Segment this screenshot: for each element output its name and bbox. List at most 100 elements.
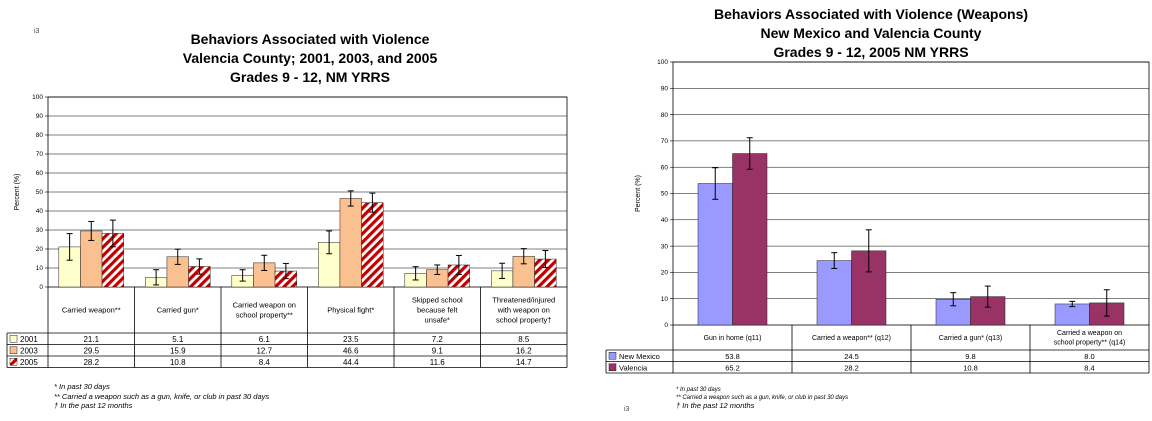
y-tick-label: 0 [39,284,43,291]
y-tick-label: 0 [664,322,668,329]
right-bar-chart: 0 10 20 30 40 50 60 70 80 90 100 Percent (%) Gun in … [605,59,1150,374]
data-label: 44.4 [343,358,359,367]
y-tick-label: 80 [661,112,669,119]
y-tick-label: 90 [661,86,669,93]
footnote: * In past 30 days [676,387,721,393]
category-label: Gun in home (q11) [704,335,762,342]
category-label: because felt [417,306,458,315]
data-label: 8.4 [1084,363,1094,372]
legend-label: 2005 [20,358,38,367]
y-tick-label: 50 [661,191,669,198]
data-label: 9.8 [965,352,975,361]
bar [732,153,768,326]
category-label: Carried weapon on [233,301,296,310]
legend-key [608,363,617,371]
footnote: * In past 30 days [54,382,110,391]
y-tick-label: 40 [661,217,669,224]
data-label: 7.2 [432,335,444,344]
footnote: ** Carried a weapon such as a gun, knife… [54,391,270,401]
y-tick-label: 80 [36,132,44,139]
right-chart-panel: i3 Behaviors Associated with Violence (W… [576,0,1152,421]
y-axis-label: Percent (%) [635,175,642,212]
y-tick-label: 90 [36,113,44,120]
category-label: school property** [236,311,293,320]
data-label: 8.4 [259,358,271,367]
y-tick-label: 10 [36,265,44,272]
footnotes: * In past 30 days ** Carried a weapon su… [676,386,848,410]
data-label: 24.5 [844,352,859,361]
category-label: Skipped school [412,296,463,305]
data-label: 65.2 [725,363,740,372]
legend-key [9,346,18,354]
y-tick-label: 10 [661,296,669,303]
legend-key [9,335,18,343]
category-label: Carried a weapon on [1057,330,1122,337]
data-label: 29.5 [83,346,99,355]
bar [1054,303,1090,326]
data-label: 14.7 [516,358,532,367]
legend-label: Valencia [619,363,648,372]
footnote: ** Carried a weapon such as a gun, knife… [676,395,849,401]
category-label: school property** (q14) [1054,340,1126,347]
y-tick-label: 100 [657,59,668,66]
data-label: 28.2 [844,363,859,372]
legend-label: 2003 [20,346,38,355]
bar [339,198,362,288]
category-label: Carried weapon** [62,306,121,315]
chart-title: Behaviors Associated with Violence Valen… [100,30,520,87]
category-label: Carried a weapon** (q12) [812,335,891,342]
chart-title: Behaviors Associated with Violence (Weap… [636,5,1106,62]
y-tick-label: 70 [36,151,44,158]
left-bar-chart: 0 10 20 30 40 50 60 70 80 90 100 Percent (%) Carried… [6,94,568,368]
y-tick-label: 60 [661,164,669,171]
data-label: 16.2 [516,346,532,355]
legend-label: 2001 [20,335,38,344]
page-mark: i3 [34,28,40,35]
left-chart-panel: i3 Behaviors Associated with Violence Va… [6,28,568,411]
data-label: 53.8 [725,352,740,361]
y-tick-label: 50 [36,189,44,196]
data-label: 9.1 [432,346,444,355]
category-label: Carried a gun* (q13) [939,335,1002,342]
category-label: Carried gun* [157,306,199,315]
data-label: 23.5 [343,335,359,344]
category-label: Physical fight* [327,306,374,315]
footnote: † In the past 12 months [676,401,755,410]
chart-title-line: Behaviors Associated with Violence [190,31,430,47]
data-label: 8.5 [518,335,530,344]
bar [816,260,852,326]
bar [851,250,887,326]
data-label: 10.8 [963,363,978,372]
y-tick-label: 70 [661,138,669,145]
category-label: with weapon on [497,306,550,315]
category-label: school property† [496,316,551,325]
y-tick-label: 30 [661,243,669,250]
data-label: 11.6 [430,358,446,367]
chart-title-line: Grades 9 - 12, NM YRRS [229,69,391,85]
data-label: 15.9 [170,346,186,355]
y-tick-label: 30 [36,227,44,234]
data-label: 10.8 [170,358,186,367]
chart-title-line: Behaviors Associated with Violence (Weap… [713,6,1029,22]
legend-key [9,358,18,366]
data-label: 21.1 [83,335,99,344]
bar [361,202,384,288]
page-mark: i3 [624,406,630,413]
data-label: 46.6 [343,346,359,355]
category-label: Threatened/injured [492,296,555,305]
footnotes: * In past 30 days ** Carried a weapon su… [54,382,269,411]
data-label: 6.1 [259,335,271,344]
data-label: 12.7 [256,346,272,355]
data-label: 28.2 [83,358,99,367]
legend-key [608,352,617,360]
data-label: 5.1 [172,335,184,344]
y-tick-label: 20 [36,246,44,253]
chart-title-line: Valencia County; 2001, 2003, and 2005 [182,50,438,66]
y-tick-label: 60 [36,170,44,177]
y-tick-label: 40 [36,208,44,215]
data-label: 8.0 [1084,352,1094,361]
legend-label: New Mexico [619,352,660,361]
chart-title-line: Grades 9 - 12, 2005 NM YRRS [773,44,969,60]
chart-title-line: New Mexico and Valencia County [760,25,982,41]
footnote: † In the past 12 months [54,401,133,410]
